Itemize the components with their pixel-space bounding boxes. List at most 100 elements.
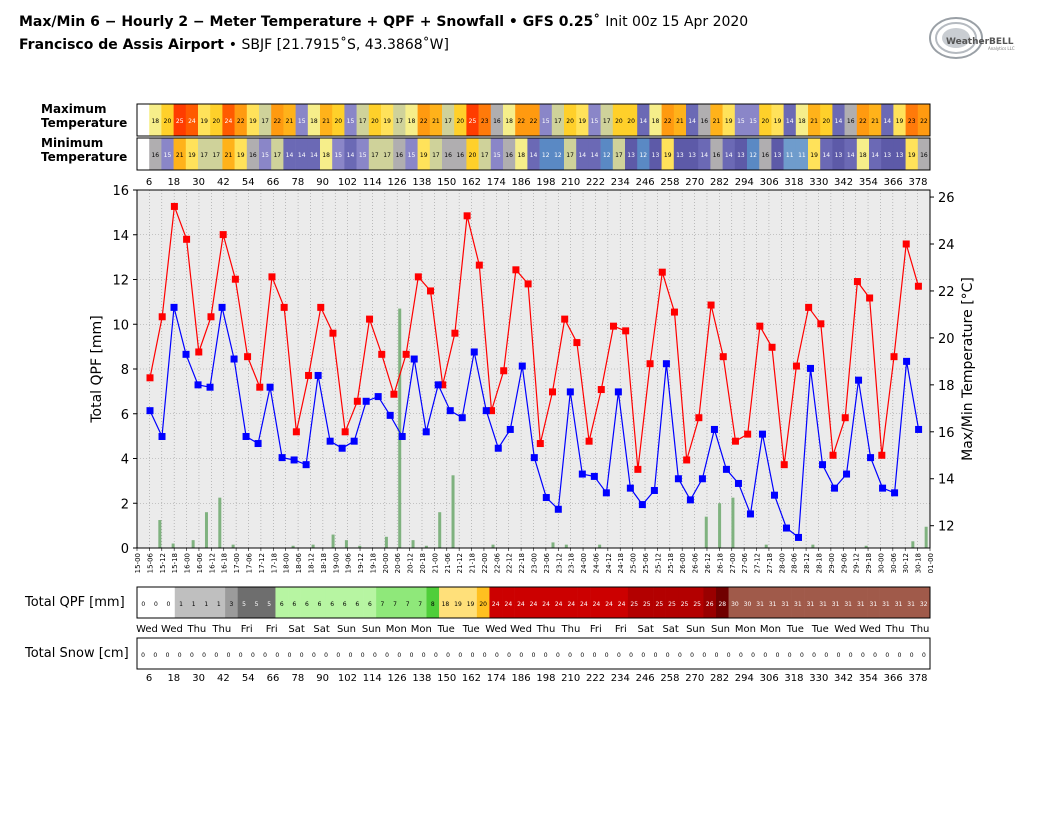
qpf-row-value: 1 (179, 601, 183, 608)
snow-row-value: 0 (410, 652, 414, 659)
qpf-row-value: 31 (882, 601, 890, 608)
min-row-cell (478, 138, 492, 170)
hour-label-bottom: 162 (462, 673, 481, 684)
min-row-value: 13 (737, 152, 745, 159)
hour-label-top: 366 (884, 177, 903, 188)
qpf-row-value: 28 (718, 601, 726, 608)
max-temp-point (561, 315, 569, 323)
max-row-cell (747, 104, 760, 136)
max-row-cell (881, 104, 894, 136)
qpf-bar (411, 540, 415, 548)
snow-row-cell (466, 638, 479, 669)
snow-row-value: 0 (300, 652, 304, 659)
qpf-row-value: 24 (555, 601, 563, 608)
hour-label-bottom: 258 (660, 673, 679, 684)
qpf-row-cell (778, 587, 792, 618)
snow-row-value: 0 (288, 652, 292, 659)
qpf-row-value: 24 (618, 601, 626, 608)
max-row-value: 20 (822, 118, 830, 125)
min-row-cell (503, 138, 516, 170)
qpf-row-cell (149, 587, 163, 618)
qpf-row-cell (753, 587, 767, 618)
x-tick-label: 21-18 (469, 553, 477, 573)
max-row-cell (820, 104, 833, 136)
snow-row-value: 0 (837, 652, 841, 659)
qpf-bar (731, 497, 735, 548)
max-row-cell (173, 104, 187, 136)
x-tick-label: 16-18 (221, 553, 229, 573)
max-temp-point (609, 322, 617, 330)
min-temp-point (915, 425, 923, 433)
hour-label-bottom: 186 (512, 673, 531, 684)
qpf-axis-label: Total QPF [mm] (89, 315, 105, 423)
max-row-cell (405, 104, 418, 136)
snow-row-value: 0 (519, 652, 523, 659)
snow-row-value: 0 (202, 652, 206, 659)
snow-row-value: 0 (458, 652, 462, 659)
min-row-value: 14 (578, 152, 586, 159)
max-temp-point (512, 266, 520, 274)
max-temp-point (585, 437, 593, 445)
hour-label-bottom: 198 (536, 673, 555, 684)
max-row-cell (917, 104, 931, 136)
qpf-row-value: 1 (192, 601, 196, 608)
max-row-cell (600, 104, 614, 136)
min-row-value: 14 (310, 152, 318, 159)
qpf-row-cell (401, 587, 415, 618)
max-row-value: 23 (908, 118, 916, 125)
max-temp-point (683, 456, 691, 464)
snow-row-cell (917, 638, 931, 669)
max-row-value: 14 (688, 118, 696, 125)
min-row-value: 13 (688, 152, 696, 159)
snow-row-cell (137, 638, 150, 669)
hour-label-top: 90 (316, 177, 329, 188)
snow-row-value: 0 (336, 652, 340, 659)
min-row-value: 14 (822, 152, 830, 159)
max-row-value: 18 (408, 118, 416, 125)
max-temp-point (195, 348, 203, 356)
right-tick-label: 24 (938, 238, 955, 253)
max-row-value: 22 (517, 118, 525, 125)
max-row-value: 15 (542, 118, 550, 125)
snow-row-value: 0 (190, 652, 194, 659)
min-temp-point (350, 437, 358, 445)
qpf-row-cell (464, 587, 478, 618)
hour-label-top: 294 (735, 177, 754, 188)
right-tick-label: 16 (938, 426, 955, 441)
snow-row-value: 0 (312, 652, 316, 659)
snow-row-cell (320, 638, 333, 669)
max-row-cell (149, 104, 162, 136)
min-temp-point (158, 432, 166, 440)
max-row-value: 25 (469, 118, 477, 125)
hour-label-bottom: 210 (561, 673, 580, 684)
snow-row-value: 0 (251, 652, 255, 659)
day-label: Wed (510, 624, 532, 635)
min-temp-point (758, 430, 766, 438)
day-label: Sat (638, 624, 654, 635)
min-row-value: 14 (700, 152, 708, 159)
min-temp-point (638, 501, 646, 509)
max-row-value: 15 (737, 118, 745, 125)
max-row-cell (564, 104, 577, 136)
x-tick-label: 28-00 (778, 553, 786, 573)
temp-axis-label: Max/Min Temperature [°C] (960, 277, 976, 461)
qpf-row-value: 6 (318, 601, 322, 608)
min-temp-point (410, 355, 418, 363)
x-tick-label: 19-18 (369, 553, 377, 573)
max-temp-point (549, 388, 557, 396)
qpf-row-cell (212, 587, 226, 618)
snow-row-cell (332, 638, 345, 669)
min-row-frame (136, 137, 931, 171)
max-row-value: 17 (554, 118, 562, 125)
min-temp-point (819, 461, 827, 469)
max-row-cell (698, 104, 711, 136)
min-temp-point (746, 510, 754, 518)
x-tick-label: 30-00 (877, 553, 885, 573)
x-tick-label: 24-00 (580, 553, 588, 573)
qpf-bar (311, 544, 315, 548)
qpf-row-cell (413, 587, 427, 618)
max-temp-point (646, 360, 654, 368)
x-tick-label: 23-12 (555, 553, 563, 573)
snow-row-cell (161, 638, 174, 669)
snow-row-value: 0 (446, 652, 450, 659)
